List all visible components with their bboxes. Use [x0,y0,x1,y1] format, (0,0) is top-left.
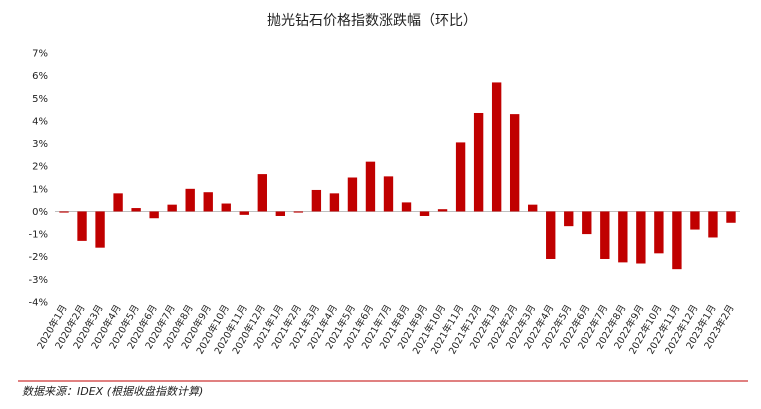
bar [401,202,412,212]
bar [383,176,394,212]
bar [618,211,628,263]
bar [59,211,69,213]
bar [77,211,87,241]
bar [347,177,358,212]
bar [95,211,105,248]
y-tick-label: 4% [32,116,48,127]
bar [203,192,213,212]
bar [275,211,286,216]
y-tick-label: -4% [29,298,48,309]
bar [690,211,700,230]
y-tick-label: 1% [32,184,48,195]
y-tick-label: 0% [32,207,48,218]
y-tick-label: -1% [29,230,48,241]
bar [329,193,340,212]
y-tick-label: 3% [32,139,48,150]
bar [239,211,249,215]
bar [672,211,682,270]
bar [113,193,123,212]
y-tick-label: -3% [29,275,48,286]
source-note: 数据来源：IDEX (根据收盘指数计算) [22,385,203,398]
bar [419,211,430,216]
bar [221,203,231,212]
bar [473,112,484,212]
bar [491,82,502,212]
bar [311,189,322,212]
bar [131,208,141,212]
bar [582,211,592,235]
bar [654,211,664,254]
x-axis-tick-labels: 2020年1月2020年2月2020年3月2020年4月2020年5月2020年… [35,303,737,357]
bar [600,211,610,259]
bar [167,204,177,212]
bar [708,211,718,238]
bar [509,114,520,212]
bar-series [59,82,736,270]
bar [546,211,556,259]
y-tick-label: 7% [32,49,48,60]
bar [455,142,466,212]
bar [149,211,159,219]
bar [257,174,267,212]
y-axis-tick-labels: 7% 6% 5% 4% 3% 2% 1% 0% -1% -2% -3% -4% [29,49,48,309]
bar [437,209,448,212]
chart-title: 抛光钻石价格指数涨跌幅（环比） [267,13,477,29]
bar [293,211,304,213]
y-tick-label: -2% [29,252,48,263]
bar [185,188,195,212]
y-tick-label: 2% [32,162,48,173]
bar [365,161,376,212]
bar [564,211,574,227]
y-tick-label: 6% [32,71,48,82]
bar [528,204,538,212]
bar [726,211,736,223]
y-tick-label: 5% [32,94,48,105]
bar [636,211,646,264]
